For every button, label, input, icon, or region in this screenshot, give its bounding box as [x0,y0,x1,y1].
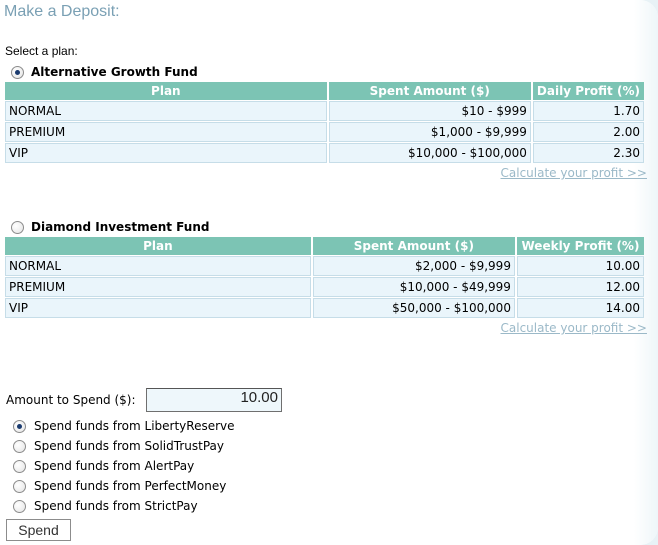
plan-cell: PREMIUM [5,277,311,297]
profit-cell: 12.00 [516,277,644,297]
table-row: PREMIUM $1,000 - $9,999 2.00 [5,122,644,142]
page-title: Make a Deposit: [4,3,120,20]
payment-option-alertpay[interactable]: Spend funds from AlertPay [13,458,194,474]
amount-input[interactable]: 10.00 [146,388,282,412]
plan-name: Alternative Growth Fund [31,65,198,79]
payment-option-label: Spend funds from AlertPay [34,459,195,473]
payment-radio[interactable] [13,479,26,493]
plan-option-diamond-investment[interactable]: Diamond Investment Fund [11,219,209,235]
column-header-plan: Plan [5,82,327,100]
spend-button[interactable]: Spend [6,519,71,541]
payment-option-label: Spend funds from StrictPay [34,499,198,513]
amount-cell: $10 - $999 [328,101,531,121]
plan-cell: PREMIUM [5,122,327,142]
payment-option-label: Spend funds from LibertyReserve [34,419,235,433]
payment-radio[interactable] [13,459,26,473]
payment-option-libertyreserve[interactable]: Spend funds from LibertyReserve [13,418,235,434]
payment-radio[interactable] [13,439,26,453]
profit-cell: 2.30 [532,143,644,163]
column-header-spent-amount: Spent Amount ($) [312,237,515,255]
table-row: PREMIUM $10,000 - $49,999 12.00 [5,277,644,297]
plan-cell: NORMAL [5,256,311,276]
payment-radio[interactable] [13,499,26,513]
plan-option-alternative-growth[interactable]: Alternative Growth Fund [11,64,198,80]
table-row: VIP $10,000 - $100,000 2.30 [5,143,644,163]
amount-cell: $2,000 - $9,999 [312,256,515,276]
calculate-profit-link[interactable]: Calculate your profit >> [500,166,647,180]
select-plan-label: Select a plan: [5,44,78,58]
column-header-profit: Weekly Profit (%) [516,237,644,255]
amount-cell: $10,000 - $49,999 [312,277,515,297]
table-row: NORMAL $10 - $999 1.70 [5,101,644,121]
profit-cell: 10.00 [516,256,644,276]
plan-cell: VIP [5,143,327,163]
plan-name: Diamond Investment Fund [31,220,210,234]
payment-option-label: Spend funds from SolidTrustPay [34,439,224,453]
payment-option-solidtrustpay[interactable]: Spend funds from SolidTrustPay [13,438,224,454]
plan-radio-alternative-growth[interactable] [11,65,24,79]
payment-radio[interactable] [13,419,26,433]
column-header-profit: Daily Profit (%) [532,82,644,100]
table-row: VIP $50,000 - $100,000 14.00 [5,298,644,318]
profit-cell: 14.00 [516,298,644,318]
table-row: NORMAL $2,000 - $9,999 10.00 [5,256,644,276]
plan-table-alternative-growth: Plan Spent Amount ($) Daily Profit (%) N… [3,81,646,164]
plan-cell: VIP [5,298,311,318]
calculate-profit-link[interactable]: Calculate your profit >> [500,321,647,335]
amount-cell: $1,000 - $9,999 [328,122,531,142]
column-header-plan: Plan [5,237,311,255]
payment-option-perfectmoney[interactable]: Spend funds from PerfectMoney [13,478,226,494]
amount-label: Amount to Spend ($): [6,393,136,407]
plan-table-diamond-investment: Plan Spent Amount ($) Weekly Profit (%) … [3,236,646,319]
profit-cell: 1.70 [532,101,644,121]
column-header-spent-amount: Spent Amount ($) [328,82,531,100]
payment-option-strictpay[interactable]: Spend funds from StrictPay [13,498,198,514]
plan-cell: NORMAL [5,101,327,121]
amount-cell: $10,000 - $100,000 [328,143,531,163]
amount-cell: $50,000 - $100,000 [312,298,515,318]
profit-cell: 2.00 [532,122,644,142]
plan-radio-diamond-investment[interactable] [11,220,24,234]
payment-option-label: Spend funds from PerfectMoney [34,479,227,493]
